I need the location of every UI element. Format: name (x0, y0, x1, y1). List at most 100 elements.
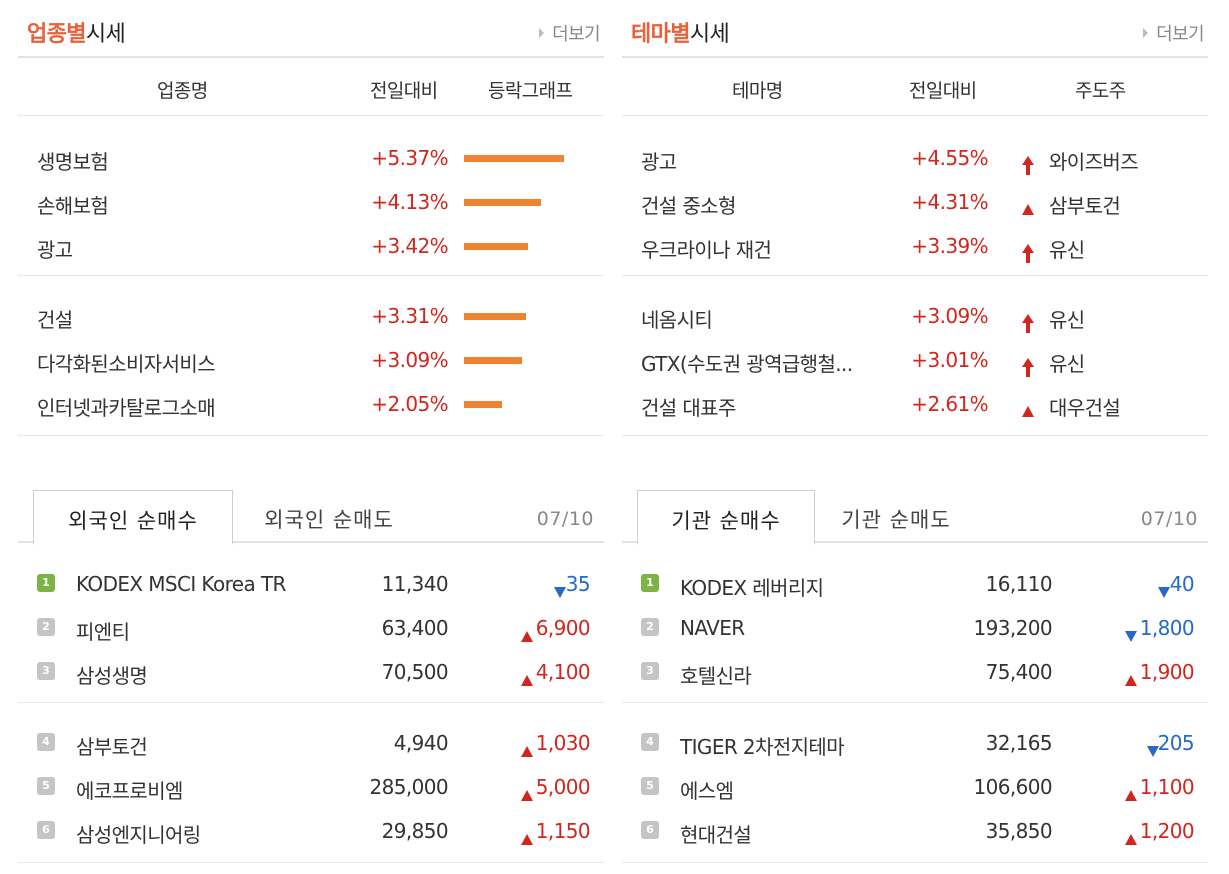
sector-table-header: 업종명 전일대비 등락그래프 (18, 58, 604, 116)
sector-name-link[interactable]: 생명보험 (37, 150, 109, 174)
theme-row[interactable]: 광고 +4.55% 와이즈버즈 (622, 136, 1208, 180)
stock-name-link[interactable]: 피엔티 (76, 620, 130, 644)
stock-price: 35,850 (985, 819, 1053, 843)
stock-row[interactable]: 2 피엔티 63,400 6,900 (18, 606, 604, 650)
arrow-up-icon (1022, 358, 1034, 378)
sector-row[interactable]: 광고 +3.42% (18, 224, 604, 268)
theme-leader-link[interactable]: 삼부토건 (1049, 194, 1121, 218)
stock-row[interactable]: 6 삼성엔지니어링 29,850 1,150 (18, 809, 604, 853)
tab-institution-net-buy[interactable]: 기관 순매수 (637, 490, 815, 545)
stock-change: 1,100 (1139, 775, 1195, 799)
stock-name-link[interactable]: 호텔신라 (680, 664, 752, 688)
stock-name-link[interactable]: 삼성엔지니어링 (76, 823, 201, 847)
stock-row[interactable]: 3 호텔신라 75,400 1,900 (622, 650, 1208, 694)
sector-name-link[interactable]: 인터넷과카탈로그소매 (37, 396, 216, 420)
rank-badge: 4 (37, 733, 55, 751)
sector-name-link[interactable]: 다각화된소비자서비스 (37, 352, 216, 376)
sector-name-link[interactable]: 건설 (37, 308, 73, 332)
stock-change: 205 (1157, 731, 1195, 755)
stock-row[interactable]: 4 삼부토건 4,940 1,030 (18, 721, 604, 765)
trading-date: 07/10 (1140, 508, 1198, 530)
theme-row[interactable]: 건설 대표주 +2.61% 대우건설 (622, 382, 1208, 426)
theme-name-link[interactable]: GTX(수도권 광역급행철... (641, 352, 853, 376)
stock-name-link[interactable]: 에스엠 (680, 779, 734, 803)
stock-price: 11,340 (381, 572, 449, 596)
triangle-up-icon (521, 631, 533, 642)
rank-badge: 6 (37, 821, 55, 839)
sector-name-link[interactable]: 손해보험 (37, 194, 109, 218)
stock-name-link[interactable]: 현대건설 (680, 823, 752, 847)
stock-name-link[interactable]: NAVER (680, 616, 745, 640)
stock-change: 1,150 (535, 819, 591, 843)
sector-row[interactable]: 다각화된소비자서비스 +3.09% (18, 338, 604, 382)
stock-price: 16,110 (985, 572, 1053, 596)
stock-name-link[interactable]: 삼부토건 (76, 735, 148, 759)
sector-more-link[interactable]: 더보기 (539, 20, 601, 46)
sector-change-bar (464, 313, 526, 320)
theme-row[interactable]: 네옴시티 +3.09% 유신 (622, 294, 1208, 338)
stock-change: 6,900 (535, 616, 591, 640)
stock-price: 32,165 (985, 731, 1053, 755)
stock-row[interactable]: 5 에스엠 106,600 1,100 (622, 765, 1208, 809)
sector-row[interactable]: 손해보험 +4.13% (18, 180, 604, 224)
stock-name-link[interactable]: KODEX 레버리지 (680, 576, 824, 600)
stock-row[interactable]: 6 현대건설 35,850 1,200 (622, 809, 1208, 853)
column-header-sector-name: 업종명 (157, 80, 208, 102)
sector-change-bar (464, 155, 564, 162)
stock-name-link[interactable]: 삼성생명 (76, 664, 148, 688)
stock-name-link[interactable]: TIGER 2차전지테마 (680, 735, 845, 759)
triangle-up-icon (521, 746, 533, 757)
sector-row[interactable]: 생명보험 +5.37% (18, 136, 604, 180)
stock-row[interactable]: 1 KODEX MSCI Korea TR 11,340 35 (18, 562, 604, 606)
theme-name-link[interactable]: 건설 대표주 (641, 396, 736, 420)
sector-change-bar (464, 401, 502, 408)
stock-change: 35 (565, 572, 591, 596)
stock-row[interactable]: 4 TIGER 2차전지테마 32,165 205 (622, 721, 1208, 765)
tab-foreign-net-buy[interactable]: 외국인 순매수 (33, 490, 233, 545)
triangle-down-icon (1125, 631, 1137, 642)
rank-badge: 3 (641, 662, 659, 680)
theme-name-link[interactable]: 우크라이나 재건 (641, 238, 772, 262)
arrow-up-icon (1022, 156, 1034, 176)
theme-row[interactable]: 우크라이나 재건 +3.39% 유신 (622, 224, 1208, 268)
stock-row[interactable]: 2 NAVER 193,200 1,800 (622, 606, 1208, 650)
tab-institution-net-sell[interactable]: 기관 순매도 (841, 508, 951, 532)
theme-leader-link[interactable]: 대우건설 (1049, 396, 1121, 420)
theme-leader-link[interactable]: 유신 (1049, 308, 1085, 332)
sector-row[interactable]: 인터넷과카탈로그소매 +2.05% (18, 382, 604, 426)
stock-change: 1,900 (1139, 660, 1195, 684)
stock-change: 40 (1169, 572, 1195, 596)
theme-leader-link[interactable]: 유신 (1049, 352, 1085, 376)
rank-badge: 3 (37, 662, 55, 680)
triangle-up-icon (521, 675, 533, 686)
rank-badge: 2 (37, 618, 55, 636)
sector-title: 업종별시세 (27, 22, 126, 47)
triangle-up-icon (1125, 834, 1137, 845)
rank-badge: 1 (37, 574, 55, 592)
theme-row[interactable]: 건설 중소형 +4.31% 삼부토건 (622, 180, 1208, 224)
sector-change: +4.13% (371, 190, 448, 214)
theme-leader-link[interactable]: 와이즈버즈 (1049, 150, 1139, 174)
sector-row[interactable]: 건설 +3.31% (18, 294, 604, 338)
theme-row[interactable]: GTX(수도권 광역급행철... +3.01% 유신 (622, 338, 1208, 382)
rank-badge: 4 (641, 733, 659, 751)
theme-more-link[interactable]: 더보기 (1143, 20, 1205, 46)
sector-change: +3.09% (371, 348, 448, 372)
stock-row[interactable]: 1 KODEX 레버리지 16,110 40 (622, 562, 1208, 606)
stock-row[interactable]: 5 에코프로비엠 285,000 5,000 (18, 765, 604, 809)
tab-foreign-net-sell[interactable]: 외국인 순매도 (264, 508, 394, 532)
theme-title: 테마별시세 (631, 22, 730, 47)
sector-change-bar (464, 243, 528, 250)
rank-badge: 6 (641, 821, 659, 839)
stock-name-link[interactable]: 에코프로비엠 (76, 779, 183, 803)
theme-leader-link[interactable]: 유신 (1049, 238, 1085, 262)
theme-name-link[interactable]: 건설 중소형 (641, 194, 736, 218)
stock-row[interactable]: 3 삼성생명 70,500 4,100 (18, 650, 604, 694)
stock-price: 29,850 (381, 819, 449, 843)
theme-name-link[interactable]: 네옴시티 (641, 308, 713, 332)
triangle-up-icon (1022, 406, 1034, 417)
stock-name-link[interactable]: KODEX MSCI Korea TR (76, 572, 286, 596)
theme-name-link[interactable]: 광고 (641, 150, 677, 174)
institution-tabs: 기관 순매수 기관 순매도 07/10 (622, 470, 1208, 545)
sector-name-link[interactable]: 광고 (37, 238, 73, 262)
